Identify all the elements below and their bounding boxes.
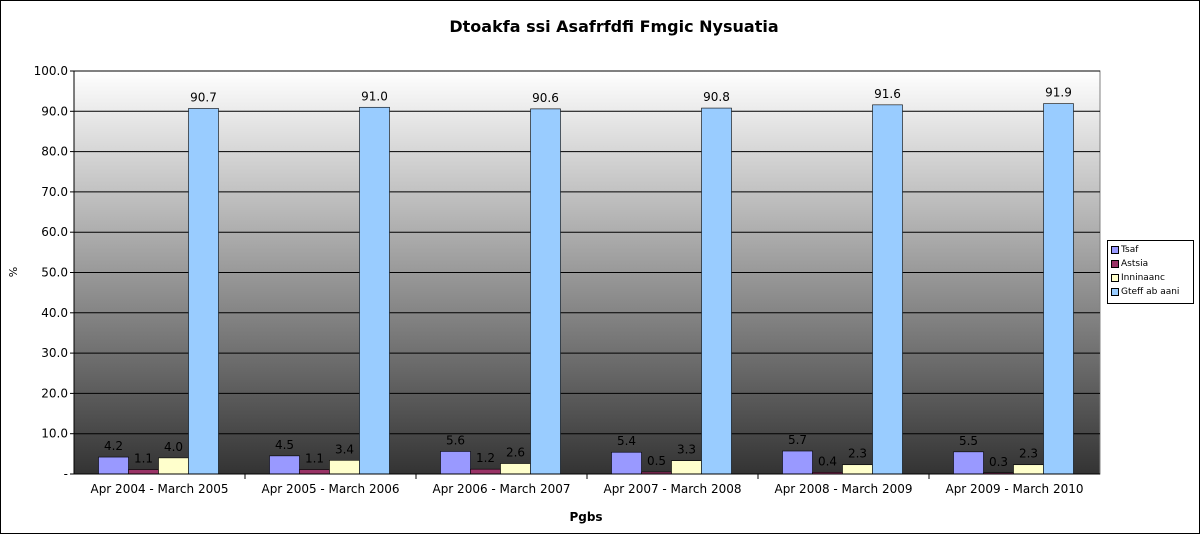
bar-inninaanc — [500, 463, 531, 475]
data-label: 90.7 — [190, 90, 217, 104]
data-label: 5.6 — [446, 433, 465, 447]
bar-astsia — [299, 469, 330, 475]
bars — [98, 103, 1074, 475]
bar-tsaf — [611, 451, 642, 475]
bar-tsaf — [953, 451, 984, 475]
data-labels: 4.2 1.1 4.0 90.7 4.5 1.1 3.4 91.0 5.6 1.2 2.6 90.6 5… — [104, 86, 1072, 469]
y-tick-label: 100.0 — [34, 64, 68, 78]
x-tick-label: Apr 2005 - March 2006 — [261, 482, 399, 496]
bar-inninaanc — [671, 460, 702, 475]
data-label: 4.5 — [275, 438, 294, 452]
x-tick-label: Apr 2006 - March 2007 — [432, 482, 570, 496]
data-label: 4.2 — [104, 439, 123, 453]
y-axis-title: % — [7, 267, 20, 277]
data-label: 0.4 — [818, 454, 837, 468]
bar-gteff-ab-aani — [530, 108, 561, 475]
bar-gteff-ab-aani — [701, 107, 732, 475]
bar-gteff-ab-aani — [188, 108, 219, 475]
legend-swatch — [1111, 246, 1119, 254]
y-tick-label: 70.0 — [41, 185, 68, 199]
x-tick-label: Apr 2007 - March 2008 — [603, 482, 741, 496]
bar-inninaanc — [1013, 464, 1044, 475]
bar-inninaanc — [842, 464, 873, 475]
bar-inninaanc — [158, 457, 189, 475]
data-label: 2.3 — [1019, 447, 1038, 461]
bar-tsaf — [440, 451, 471, 475]
x-tick-label: Apr 2008 - March 2009 — [774, 482, 912, 496]
bar-inninaanc — [329, 459, 360, 475]
bar-gteff-ab-aani — [1043, 103, 1074, 475]
axes: - 10.0 20.0 30.0 40.0 50.0 60.0 70.0 80.0 90.0 100… — [34, 64, 1100, 496]
bar-astsia — [128, 469, 159, 475]
data-label: 91.9 — [1045, 86, 1072, 100]
bar-tsaf — [269, 455, 300, 475]
y-tick-label: 20.0 — [41, 386, 68, 400]
data-label: 5.5 — [959, 434, 978, 448]
x-tick-label: Apr 2004 - March 2005 — [90, 482, 228, 496]
y-tick-label: 90.0 — [41, 104, 68, 118]
data-label: 3.3 — [677, 443, 696, 457]
data-label: 90.8 — [703, 90, 730, 104]
chart-title: Dtoakfa ssi Asafrfdfi Fmgic Nysuatia — [449, 17, 778, 36]
y-tick-label: 40.0 — [41, 306, 68, 320]
legend-swatch — [1111, 260, 1119, 268]
data-label: 1.2 — [476, 451, 495, 465]
bar-gteff-ab-aani — [872, 104, 903, 475]
data-label: 90.6 — [532, 91, 559, 105]
legend-label: Gteff ab aani — [1121, 287, 1180, 297]
data-label: 3.4 — [335, 442, 354, 456]
data-label: 0.3 — [989, 455, 1008, 469]
bar-gteff-ab-aani — [359, 106, 390, 475]
y-tick-label: - — [64, 467, 68, 481]
legend-label: Astsia — [1121, 259, 1149, 269]
bar-tsaf — [782, 450, 813, 475]
data-label: 1.1 — [305, 452, 324, 466]
x-tick-label: Apr 2009 - March 2010 — [945, 482, 1083, 496]
data-label: 91.0 — [361, 89, 388, 103]
legend-item: Tsaf — [1111, 243, 1193, 257]
legend-swatch — [1111, 274, 1119, 282]
data-label: 2.6 — [506, 446, 525, 460]
legend-label: Inninaanc — [1121, 273, 1165, 283]
y-tick-label: 80.0 — [41, 145, 68, 159]
data-label: 4.0 — [164, 440, 183, 454]
data-label: 1.1 — [134, 452, 153, 466]
legend-label: Tsaf — [1121, 245, 1139, 255]
y-tick-label: 50.0 — [41, 266, 68, 280]
y-tick-label: 10.0 — [41, 427, 68, 441]
data-label: 91.6 — [874, 87, 901, 101]
data-label: 2.3 — [848, 447, 867, 461]
legend-swatch — [1111, 288, 1119, 296]
x-axis-title: Pgbs — [569, 510, 602, 524]
legend: Tsaf Astsia Inninaanc Gteff ab aani — [1107, 240, 1194, 304]
y-tick-label: 30.0 — [41, 346, 68, 360]
data-label: 5.4 — [617, 434, 636, 448]
gridlines — [74, 70, 1100, 435]
legend-item: Gteff ab aani — [1111, 285, 1193, 299]
y-tick-label: 60.0 — [41, 225, 68, 239]
legend-item: Astsia — [1111, 257, 1193, 271]
data-label: 5.7 — [788, 433, 807, 447]
bar-astsia — [470, 468, 501, 475]
bar-tsaf — [98, 456, 129, 475]
legend-item: Inninaanc — [1111, 271, 1193, 285]
data-label: 0.5 — [647, 454, 666, 468]
